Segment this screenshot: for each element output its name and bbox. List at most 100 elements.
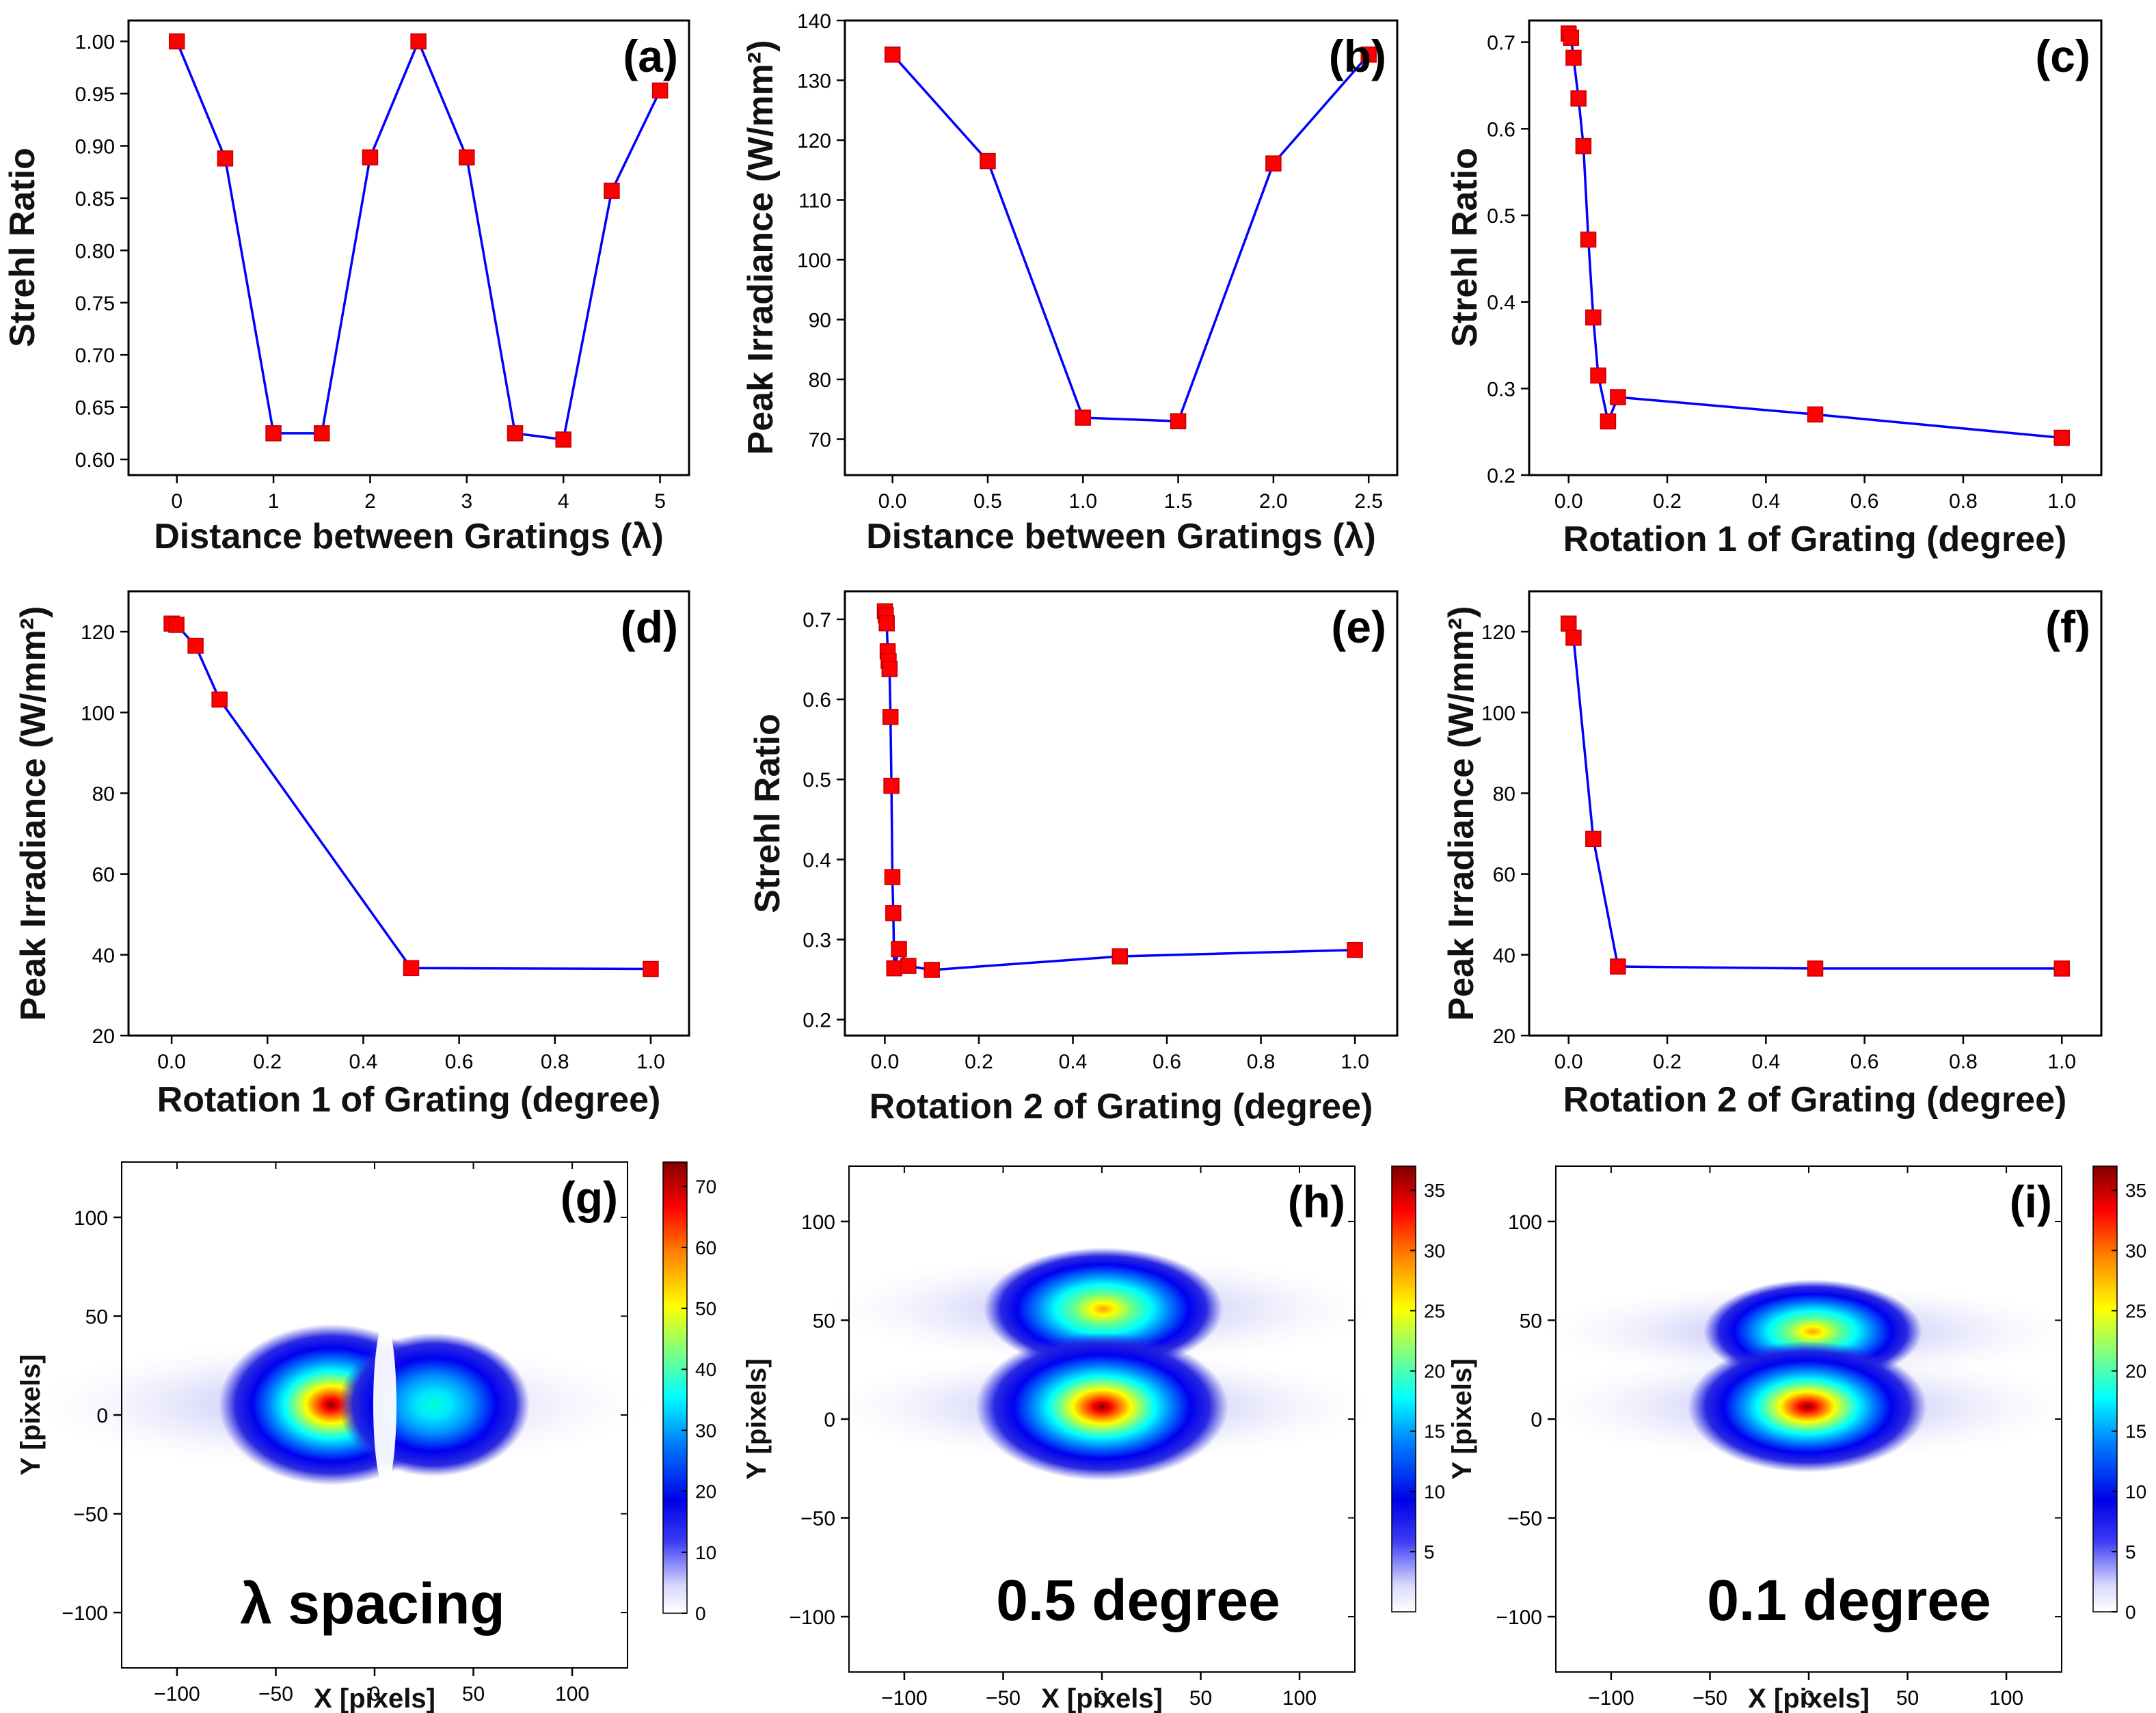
- y-tick-label: 0.7: [803, 609, 831, 632]
- x-tick-label: 2.0: [1259, 490, 1288, 513]
- data-point: [1570, 90, 1587, 107]
- panel-c: 0.0 0.2 0.4 0.6 0.8 1.0 0.2 0.3 0.4 0.5 0.6 0.7 (c…: [1445, 19, 2103, 559]
- y-ticks: −100 −50 0 50 100: [62, 1207, 628, 1625]
- panel-label-f: (f): [2045, 602, 2090, 652]
- y-tick-label: 140: [797, 10, 831, 33]
- data-point: [1585, 831, 1602, 847]
- data-point: [410, 33, 427, 50]
- y-tick-label: 100: [801, 1211, 835, 1234]
- x-tick-label: 1.0: [636, 1051, 665, 1073]
- x-ticks: −100 −50 0 50 100: [154, 1162, 589, 1705]
- annotation-text: 0.1 degree: [1707, 1568, 1991, 1632]
- y-tick-label: 0.60: [75, 449, 115, 472]
- y-tick-label: 0: [96, 1405, 108, 1427]
- y-axis-label: Y [pixels]: [16, 1354, 46, 1475]
- x-tick-label: 0.4: [1059, 1051, 1088, 1073]
- x-ticks: 0.0 0.5 1.0 1.5 2.0 2.5: [878, 475, 1383, 513]
- y-tick-label: 50: [813, 1310, 835, 1332]
- y-tick-label: −50: [73, 1504, 108, 1526]
- series: [1560, 25, 2071, 446]
- colorbar-tick-label: 20: [1424, 1361, 1445, 1382]
- data-point: [187, 638, 204, 654]
- data-point: [1360, 46, 1377, 63]
- series: [163, 615, 659, 977]
- colorbar-tick-label: 25: [2125, 1300, 2146, 1321]
- x-axis-label: X [pixels]: [1748, 1684, 1870, 1713]
- colorbar-tick-label: 35: [2125, 1180, 2146, 1201]
- x-tick-label: 0: [369, 1683, 381, 1705]
- y-axis-label: Strehl Ratio: [3, 148, 42, 347]
- x-axis-label: Distance between Gratings (λ): [866, 517, 1376, 556]
- y-ticks: −100 −50 0 50 100: [789, 1211, 1355, 1629]
- y-tick-label: 50: [1520, 1310, 1542, 1332]
- y-tick-label: 100: [1481, 702, 1515, 725]
- x-tick-label: 0.2: [1653, 1051, 1682, 1073]
- data-point: [2053, 960, 2071, 977]
- y-axis-label: Strehl Ratio: [1445, 148, 1485, 347]
- data-point: [883, 777, 900, 794]
- x-tick-label: 1.0: [2047, 1051, 2076, 1073]
- y-tick-label: 0.5: [803, 769, 831, 792]
- data-point: [211, 691, 228, 708]
- data-point: [1600, 413, 1617, 430]
- y-axis-label: Strehl Ratio: [748, 714, 787, 913]
- data-point: [882, 709, 899, 725]
- x-tick-label: −100: [154, 1683, 200, 1705]
- colorbar: 5 10 15 20 25 30 35: [1391, 1165, 1445, 1613]
- y-tick-label: 0: [824, 1409, 835, 1431]
- y-tick-label: 0.3: [1487, 378, 1515, 401]
- y-tick-label: 50: [85, 1306, 108, 1328]
- y-tick-label: 100: [81, 702, 115, 725]
- colorbar-tick-label: 20: [2125, 1361, 2146, 1382]
- data-point: [881, 660, 898, 677]
- x-tick-label: 0.6: [445, 1051, 474, 1073]
- x-ticks: 0 1 2 3 4 5: [171, 475, 666, 513]
- intensity-lobe-right: [338, 1333, 530, 1476]
- x-tick-label: −50: [258, 1683, 293, 1705]
- x-tick-label: 0.4: [349, 1051, 378, 1073]
- y-ticks: 0.60 0.65 0.70 0.75 0.80 0.85 0.90 0.95 1.00: [75, 31, 129, 472]
- x-ticks: −100 −50 0 50 100: [881, 1166, 1317, 1710]
- y-ticks: 70 80 90 100 110 120 130 140: [797, 10, 845, 452]
- data-point: [168, 617, 185, 633]
- annotation-text: λ spacing: [240, 1572, 504, 1636]
- y-tick-label: 0.75: [75, 293, 115, 315]
- y-tick-label: 0.7: [1487, 32, 1515, 55]
- x-tick-label: 100: [555, 1683, 589, 1705]
- x-tick-label: 0.4: [1751, 490, 1780, 513]
- y-tick-label: 0.90: [75, 135, 115, 158]
- x-tick-label: 0.0: [157, 1051, 186, 1073]
- data-point: [651, 82, 669, 99]
- panel-label-c: (c): [2035, 31, 2090, 81]
- data-point: [1560, 615, 1577, 632]
- null-gap: [373, 1323, 396, 1487]
- colorbar-tick-label: 0: [695, 1603, 706, 1624]
- colorbar-tick-label: 25: [1424, 1300, 1445, 1321]
- data-point: [1565, 49, 1582, 66]
- y-tick-label: 80: [92, 783, 115, 805]
- y-tick-label: 0.95: [75, 83, 115, 106]
- x-tick-label: 0.8: [541, 1051, 569, 1073]
- x-tick-label: −100: [1588, 1687, 1634, 1710]
- y-tick-label: 0.2: [1487, 465, 1515, 487]
- data-point: [507, 425, 524, 442]
- data-point: [886, 960, 902, 977]
- colorbar-tick-label: 40: [695, 1359, 716, 1380]
- y-tick-label: 0.65: [75, 397, 115, 420]
- colorbar-gradient: [2092, 1165, 2118, 1613]
- data-point: [555, 431, 571, 448]
- colorbar-tick-label: 0: [2125, 1602, 2136, 1623]
- colorbar-tick-label: 30: [2125, 1240, 2146, 1261]
- panel-label-a: (a): [623, 31, 678, 81]
- plot-frame: [844, 19, 1399, 476]
- y-ticks: −100 −50 0 50 100: [1496, 1211, 2062, 1629]
- series-line: [883, 610, 1356, 971]
- x-axis-label: Rotation 2 of Grating (degree): [870, 1087, 1373, 1127]
- y-tick-label: 40: [92, 945, 115, 967]
- series: [168, 33, 669, 448]
- colorbar-tick-label: 30: [1424, 1240, 1445, 1261]
- y-axis-label: Y [pixels]: [1447, 1358, 1477, 1479]
- x-axis-label: X [pixels]: [1041, 1684, 1163, 1713]
- x-tick-label: 0.2: [253, 1051, 282, 1073]
